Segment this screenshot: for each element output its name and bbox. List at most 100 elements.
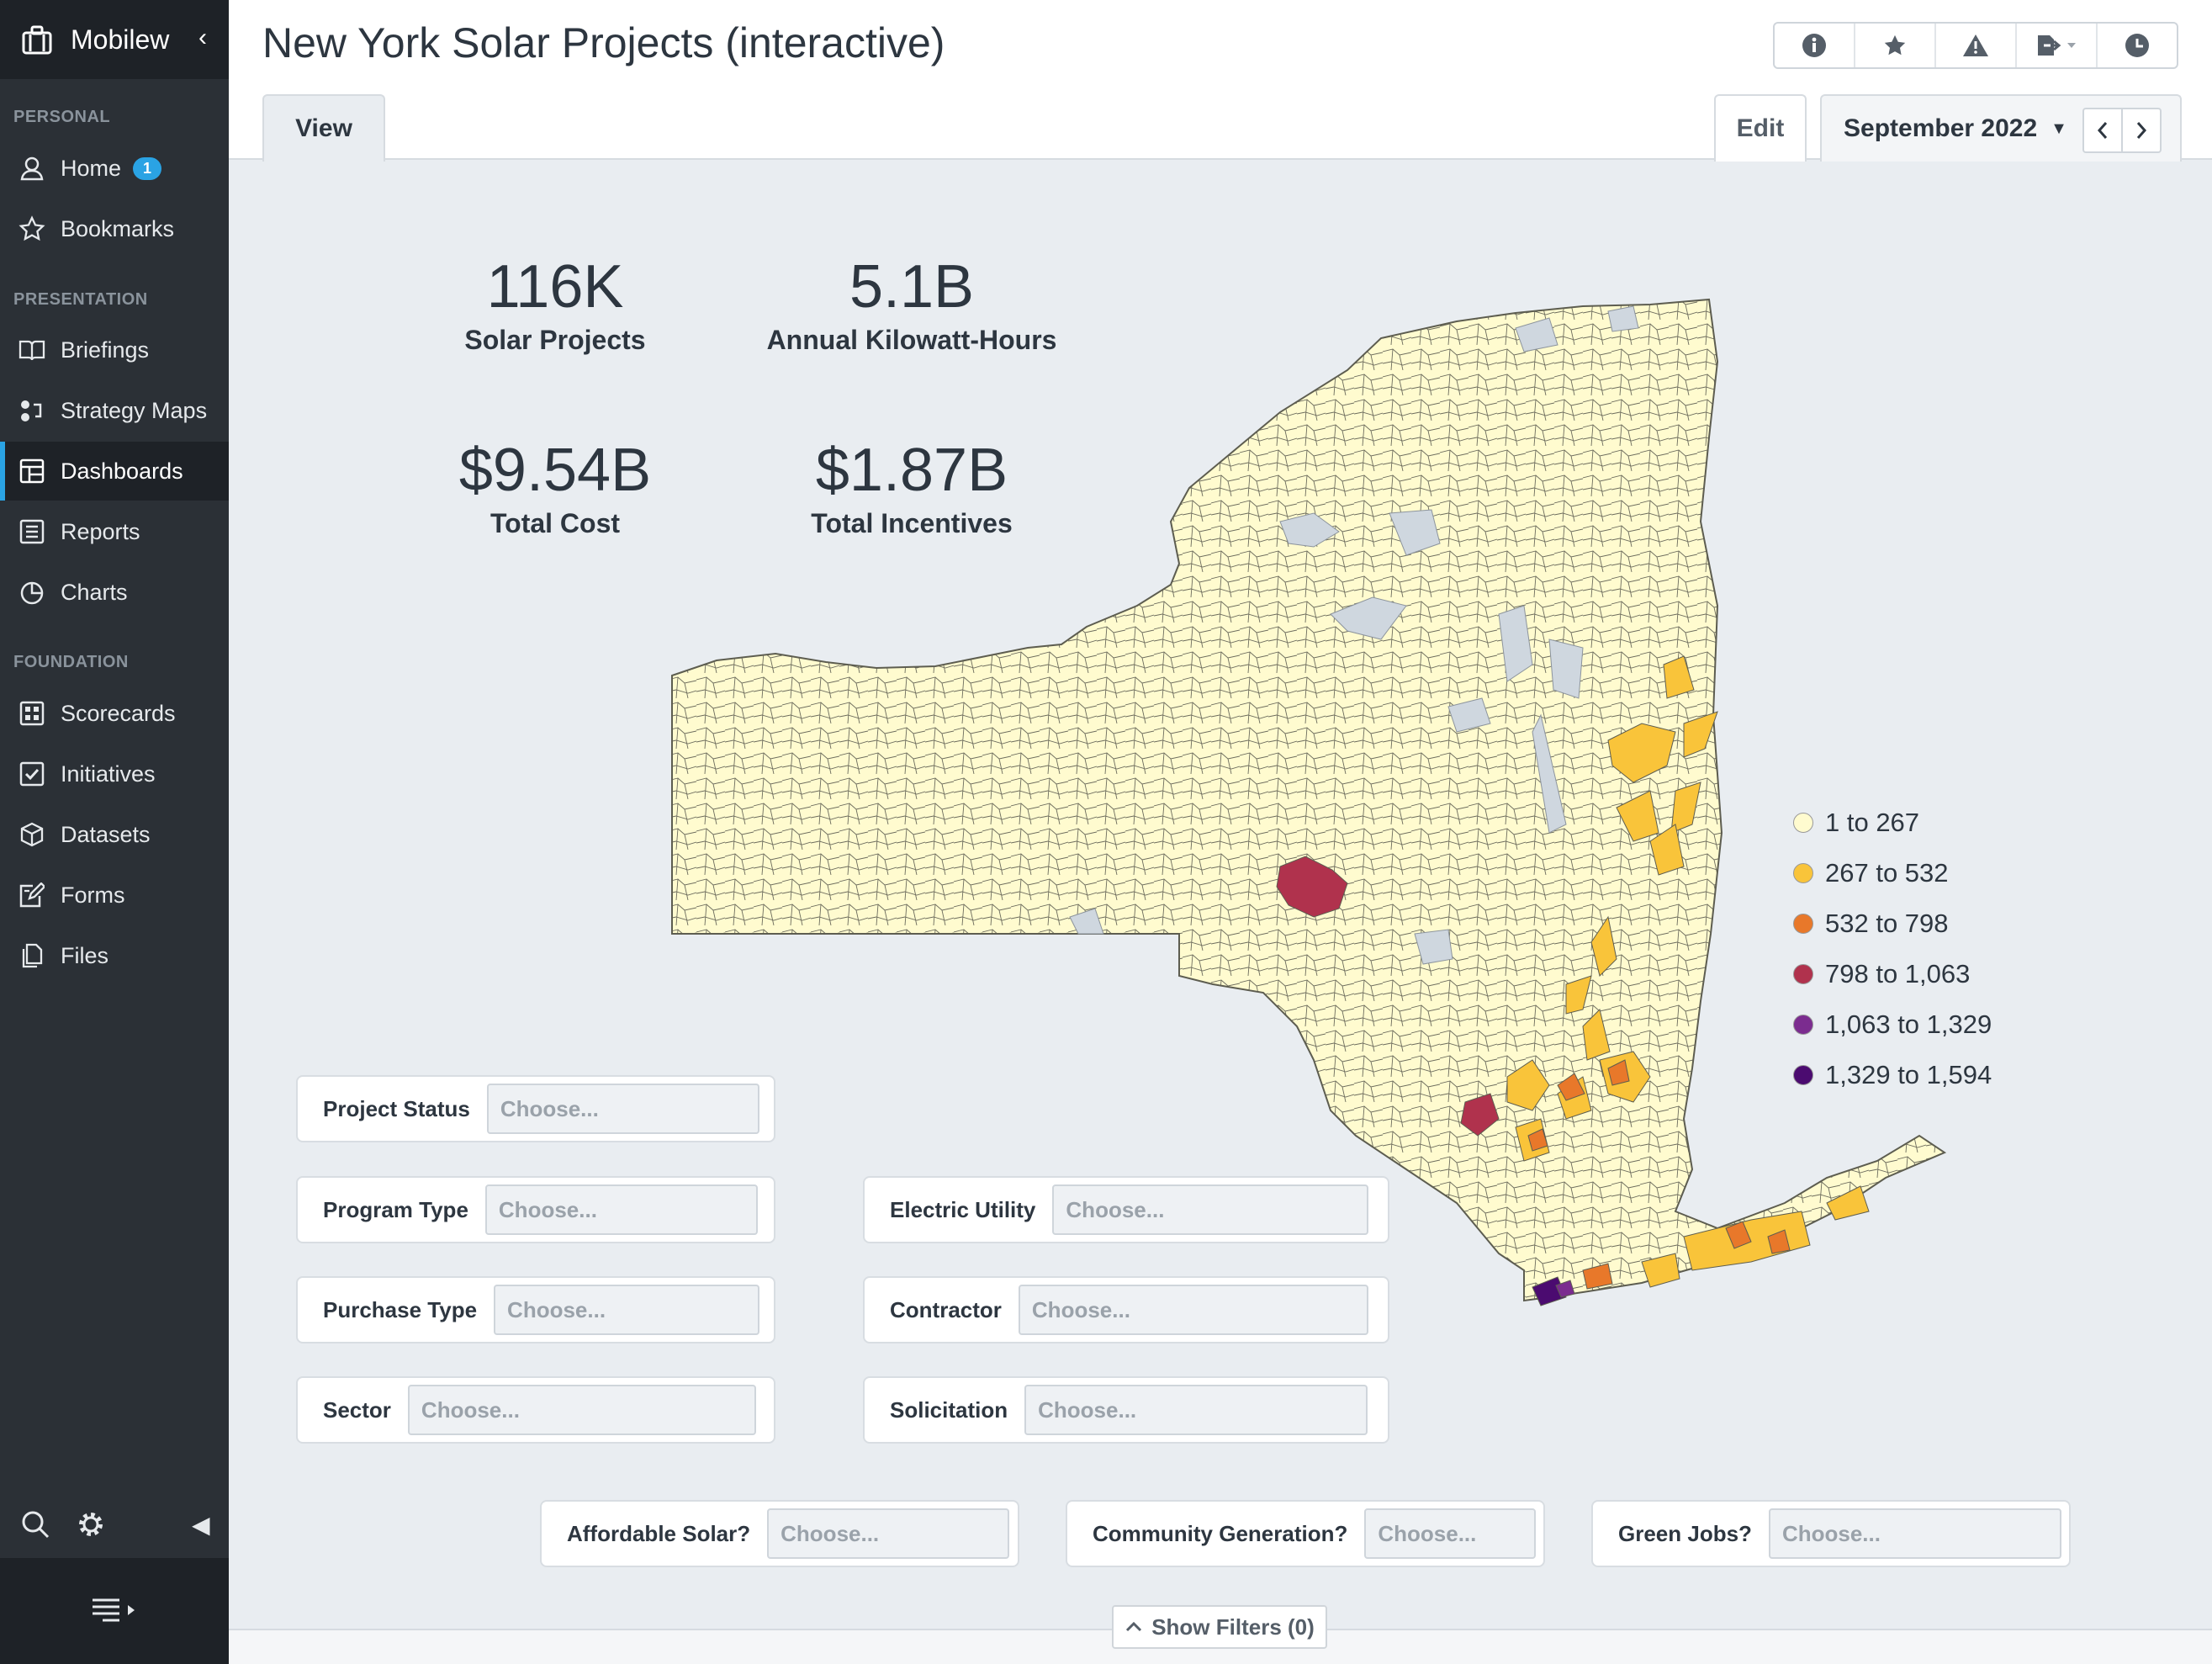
sector-select[interactable]: Choose... [407,1385,756,1435]
search-icon[interactable] [20,1509,50,1544]
legend-label: 532 to 798 [1825,909,1949,938]
region-267-532[interactable] [1663,655,1695,699]
show-filters-label: Show Filters (0) [1151,1614,1315,1640]
section-presentation: PRESENTATION [13,290,148,309]
region-1329-1594[interactable] [1532,1276,1567,1306]
legend-label: 798 to 1,063 [1825,959,1971,988]
toolbar [1773,22,2178,69]
alert-button[interactable] [1936,24,2017,67]
filter-label: Affordable Solar? [567,1520,751,1546]
sidebar-item-dashboards[interactable]: Dashboards [0,442,229,501]
sidebar-item-scorecards[interactable]: Scorecards [0,684,229,743]
tab-edit[interactable]: Edit [1714,94,1807,162]
region-798-1063[interactable] [1460,1093,1500,1137]
state-outline-new-york[interactable] [671,298,1947,1302]
sidebar-item-home[interactable]: Home 1 [0,139,229,198]
region-267-532[interactable] [1590,915,1617,977]
solicitation-select[interactable]: Choose... [1024,1385,1368,1435]
purchase-type-select[interactable]: Choose... [494,1285,760,1335]
filter-project-status: Project Status Choose... [296,1075,775,1142]
previous-period-button[interactable] [2082,108,2123,153]
region-1063-1329[interactable] [1555,1280,1575,1298]
sidebar-item-briefings[interactable]: Briefings [0,321,229,379]
community-generation-select[interactable]: Choose... [1364,1508,1537,1559]
region-267-532[interactable] [1616,790,1659,842]
page-header: New York Solar Projects (interactive) Vi… [229,0,2212,162]
region-267-532[interactable] [1607,723,1676,783]
filter-label: Purchase Type [323,1296,478,1322]
region-267-532[interactable] [1582,1009,1611,1061]
legend-item[interactable]: 267 to 532 [1793,848,1992,898]
region-267-532[interactable] [1670,782,1701,834]
region-267-532[interactable] [1641,1253,1680,1288]
legend-item[interactable]: 1,329 to 1,594 [1793,1050,1992,1100]
legend-item[interactable]: 1 to 267 [1793,798,1992,848]
lake-area [1414,929,1453,965]
sidebar-item-label: Forms [61,882,125,908]
contractor-select[interactable]: Choose... [1018,1285,1368,1335]
collapse-sidebar-icon[interactable]: ◀ [192,1512,210,1538]
region-267-532[interactable] [1683,711,1718,758]
info-button[interactable] [1775,24,1855,67]
choropleth-map[interactable] [439,244,1987,1363]
green-jobs-select[interactable]: Choose... [1768,1508,2061,1559]
sidebar-item-datasets[interactable]: Datasets [0,805,229,864]
dashboard-icon [17,456,47,486]
filter-contractor: Contractor Choose... [863,1276,1389,1343]
region-532-798[interactable] [1527,1128,1548,1152]
lake-area [1330,596,1407,640]
filter-label: Solicitation [890,1396,1008,1423]
region-798-1063[interactable] [1276,856,1348,918]
chevron-right-icon [2136,122,2147,139]
gear-icon[interactable] [76,1509,106,1544]
legend-item[interactable]: 532 to 798 [1793,898,1992,949]
warning-icon [1963,34,1988,56]
sidebar-item-reports[interactable]: Reports [0,502,229,561]
map-legend: 1 to 267 267 to 532 532 to 798 798 to 1,… [1793,798,1992,1100]
region-267-532[interactable] [1826,1185,1870,1221]
book-icon [17,335,47,365]
region-532-798[interactable] [1557,1073,1585,1101]
electric-utility-select[interactable]: Choose... [1052,1184,1369,1235]
sidebar-item-label: Files [61,942,109,968]
region-532-798[interactable] [1607,1059,1630,1086]
program-type-select[interactable]: Choose... [484,1184,758,1235]
sidebar-item-bookmarks[interactable]: Bookmarks [0,199,229,258]
period-selector[interactable]: September 2022 ▼ [1820,94,2182,162]
region-267-532[interactable] [1565,975,1592,1015]
app-name[interactable]: Mobilew [71,24,170,55]
next-period-button[interactable] [2121,108,2162,153]
cube-icon [17,819,47,850]
region-532-798[interactable] [1582,1263,1613,1290]
region-267-532[interactable] [1649,824,1685,876]
sidebar-item-initiatives[interactable]: Initiatives [0,745,229,803]
chevron-left-icon[interactable]: ‹ [198,24,207,51]
legend-label: 1,329 to 1,594 [1825,1060,1992,1089]
form-icon [17,880,47,910]
sidebar-item-forms[interactable]: Forms [0,866,229,925]
sidebar-item-files[interactable]: Files [0,926,229,985]
sidebar-item-charts[interactable]: Charts [0,563,229,622]
menu-expand-icon[interactable] [89,1595,140,1628]
export-button[interactable] [2017,24,2098,67]
sidebar-item-label: Scorecards [61,700,176,726]
history-button[interactable] [2098,24,2177,67]
affordable-solar-select[interactable]: Choose... [767,1508,1010,1559]
filter-solicitation: Solicitation Choose... [863,1376,1389,1444]
filter-label: Electric Utility [890,1196,1036,1222]
region-532-798[interactable] [1767,1229,1791,1254]
star-icon [1884,34,1906,56]
region-532-798[interactable] [1725,1221,1752,1249]
project-status-select[interactable]: Choose... [486,1084,759,1134]
export-icon [2038,35,2076,56]
tab-view[interactable]: View [262,94,385,162]
sidebar-item-strategy-maps[interactable]: Strategy Maps [0,381,229,440]
legend-item[interactable]: 1,063 to 1,329 [1793,999,1992,1050]
bookmark-button[interactable] [1855,24,1936,67]
region-267-532[interactable] [1506,1059,1550,1111]
kpi-label: Total Cost [489,508,621,538]
show-filters-button[interactable]: Show Filters (0) [1112,1605,1327,1649]
kpi-total-incentives: $1.87B Total Incentives [760,436,1063,539]
legend-item[interactable]: 798 to 1,063 [1793,949,1992,999]
kpi-annual-kwh: 5.1B Annual Kilowatt-Hours [760,252,1063,356]
